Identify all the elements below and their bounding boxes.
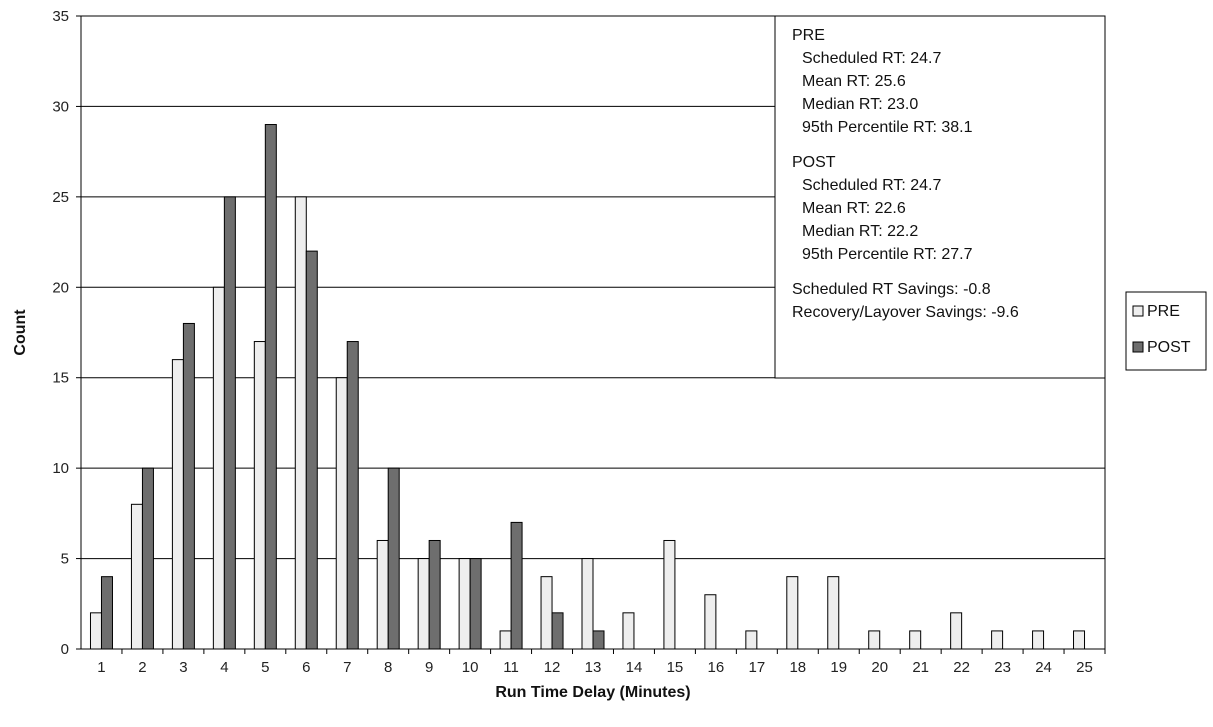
x-tick-label: 5 <box>261 659 269 676</box>
x-tick-label: 12 <box>544 659 561 676</box>
annotation-line: Mean RT: 25.6 <box>802 73 906 90</box>
legend-label-post: POST <box>1147 339 1191 356</box>
bar-post <box>305 250 318 650</box>
bar-pre <box>581 558 594 650</box>
gridlines <box>81 105 1105 560</box>
bar-pre <box>827 576 840 650</box>
x-tick-label: 13 <box>585 659 602 676</box>
legend-box <box>1125 291 1207 371</box>
bar-post <box>551 612 564 650</box>
bar-pre <box>868 630 881 650</box>
stats-annotation: PRE Scheduled RT: 24.7 Mean RT: 25.6 Median… <box>774 15 1106 379</box>
legend: PRE POST <box>1125 291 1207 371</box>
x-tick-label: 24 <box>1035 659 1052 676</box>
bar-pre <box>909 630 922 650</box>
x-tick-label: 21 <box>912 659 929 676</box>
x-tick-label: 22 <box>953 659 970 676</box>
bar-pre <box>745 630 758 650</box>
annotation-line: PRE <box>792 27 825 44</box>
x-tick-label: 20 <box>871 659 888 676</box>
y-tick-label: 5 <box>61 551 69 568</box>
annotation-line: 95th Percentile RT: 27.7 <box>802 246 973 263</box>
y-tick-label: 20 <box>52 279 69 296</box>
annotation-box <box>774 15 1106 379</box>
bar-post <box>469 558 482 650</box>
bar-post <box>264 124 277 650</box>
bar-pre <box>663 539 676 650</box>
bar-pre <box>499 630 512 650</box>
x-tick-label: 14 <box>626 659 643 676</box>
annotation-line: Scheduled RT: 24.7 <box>802 50 941 67</box>
x-tick-label: 8 <box>384 659 392 676</box>
bar-pre <box>704 594 717 650</box>
bar-pre <box>212 286 225 650</box>
annotation-line: 95th Percentile RT: 38.1 <box>802 119 973 136</box>
x-tick-label: 6 <box>302 659 310 676</box>
y-tick-label: 0 <box>61 641 69 658</box>
x-tick-label: 4 <box>220 659 228 676</box>
x-tick-label: 7 <box>343 659 351 676</box>
y-axis: 0 5 10 15 20 25 30 35 <box>52 8 81 658</box>
x-tick-label: 15 <box>667 659 684 676</box>
x-axis-title: Run Time Delay (Minutes) <box>495 684 690 701</box>
legend-swatch-pre <box>1132 305 1144 317</box>
annotation-line: Recovery/Layover Savings: -9.6 <box>792 304 1019 321</box>
x-tick-label: 25 <box>1076 659 1093 676</box>
bar-post <box>182 322 195 650</box>
bar-pre <box>294 196 307 650</box>
x-tick-label: 16 <box>708 659 725 676</box>
x-tick-label: 11 <box>503 659 519 676</box>
annotation-line: POST <box>792 154 836 171</box>
bar-pre <box>1032 630 1045 650</box>
x-axis: 1 2 3 4 5 6 7 8 9 10 11 12 13 14 15 16 17 18 19 20 21 22 23 24 2… <box>97 649 1106 676</box>
x-tick-label: 23 <box>994 659 1011 676</box>
bar-pre <box>622 612 635 650</box>
bar-post <box>510 521 523 650</box>
bar-pre <box>950 612 963 650</box>
annotation-line: Median RT: 22.2 <box>802 223 918 240</box>
y-tick-label: 15 <box>52 370 69 387</box>
y-tick-label: 35 <box>52 8 69 25</box>
bar-post <box>592 630 605 650</box>
bar-post <box>100 576 113 650</box>
annotation-line: Scheduled RT Savings: -0.8 <box>792 281 991 298</box>
bar-pre <box>1073 630 1086 650</box>
x-tick-label: 10 <box>462 659 479 676</box>
bar-post <box>428 539 441 650</box>
legend-swatch-post <box>1132 341 1144 353</box>
y-tick-label: 25 <box>52 189 69 206</box>
bar-pre <box>417 558 430 650</box>
bar-pre <box>335 377 348 650</box>
bar-pre <box>540 576 553 650</box>
bar-post <box>223 196 236 650</box>
bar-post <box>346 341 359 650</box>
y-tick-label: 10 <box>52 460 69 477</box>
y-tick-label: 30 <box>52 98 69 115</box>
bar-pre <box>171 359 184 650</box>
bar-pre <box>376 539 389 650</box>
bar-pre <box>253 341 266 650</box>
x-tick-label: 17 <box>748 659 765 676</box>
bar-post <box>387 467 400 650</box>
bar-pre <box>89 612 102 650</box>
bar-post <box>141 467 154 650</box>
legend-label-pre: PRE <box>1147 303 1180 320</box>
x-tick-label: 3 <box>179 659 187 676</box>
x-tick-label: 18 <box>789 659 806 676</box>
x-tick-label: 2 <box>138 659 146 676</box>
annotation-line: Mean RT: 22.6 <box>802 200 906 217</box>
x-tick-label: 1 <box>97 659 105 676</box>
bar-pre <box>130 503 143 650</box>
x-tick-label: 9 <box>425 659 433 676</box>
bar-pre <box>786 576 799 650</box>
bar-pre <box>458 558 471 650</box>
bar-pre <box>991 630 1004 650</box>
x-tick-label: 19 <box>830 659 847 676</box>
annotation-line: Scheduled RT: 24.7 <box>802 177 941 194</box>
y-axis-title: Count <box>12 309 29 356</box>
annotation-line: Median RT: 23.0 <box>802 96 918 113</box>
